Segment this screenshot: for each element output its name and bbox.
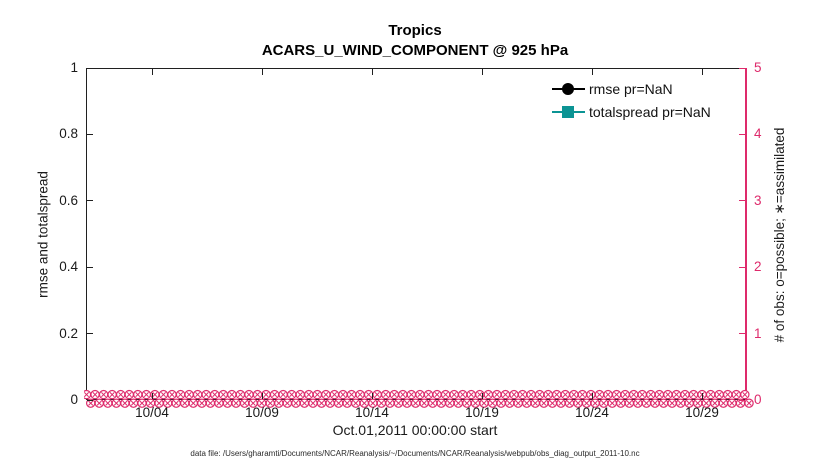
y-right-tick-label: 2 xyxy=(754,259,762,275)
obs-count-markers-band xyxy=(81,388,754,410)
legend-item-totalspread: totalspread pr=NaN xyxy=(552,100,711,123)
legend: rmse pr=NaN totalspread pr=NaN xyxy=(552,77,711,123)
x-bottom-tick-mark xyxy=(481,393,483,399)
y-left-tick-label: 0 xyxy=(70,392,78,407)
x-bottom-tick-mark xyxy=(151,393,153,399)
y-left-tick-mark xyxy=(87,67,93,69)
x-bottom-tick-mark xyxy=(371,393,373,399)
left-axis-spine xyxy=(86,68,88,400)
x-top-tick-mark xyxy=(371,69,373,75)
x-bottom-tick-mark xyxy=(591,393,593,399)
y-left-tick-mark xyxy=(87,200,93,202)
x-top-tick-mark xyxy=(701,69,703,75)
x-tick-label: 10/14 xyxy=(355,405,389,420)
y-right-tick-mark xyxy=(739,133,745,136)
y-left-tick-label: 1 xyxy=(70,60,78,75)
legend-label-rmse: rmse pr=NaN xyxy=(589,80,673,97)
top-axis-spine xyxy=(86,68,746,70)
chart-subtitle: ACARS_U_WIND_COMPONENT @ 925 hPa xyxy=(261,42,569,59)
right-axis-spine xyxy=(745,68,747,400)
y-right-tick-mark xyxy=(739,67,745,69)
y-left-tick-label: 0.6 xyxy=(59,192,78,208)
data-file-caption: data file: /Users/gharamti/Documents/NCA… xyxy=(190,449,640,458)
y-right-tick-label: 4 xyxy=(754,126,762,142)
totalspread-line-marker-icon xyxy=(552,105,585,119)
x-tick-label: 10/19 xyxy=(465,405,499,420)
y-left-tick-mark xyxy=(87,266,93,268)
chart-title: Tropics xyxy=(388,22,442,39)
y-right-tick-mark xyxy=(739,200,745,202)
x-tick-label: 10/29 xyxy=(685,405,719,420)
x-top-tick-mark xyxy=(481,69,483,75)
y-right-tick-label: 3 xyxy=(754,192,762,208)
y-right-tick-mark xyxy=(739,266,745,268)
x-tick-label: 10/09 xyxy=(245,405,279,420)
y-right-tick-mark xyxy=(739,399,745,401)
y-left-tick-mark xyxy=(87,333,93,335)
left-y-axis-label: rmse and totalspread xyxy=(35,171,51,298)
x-axis-label: Oct.01,2011 00:00:00 start xyxy=(332,422,498,438)
right-y-axis-label: # of obs: o=possible; ∗=assimilated xyxy=(772,127,787,343)
x-bottom-tick-mark xyxy=(701,393,703,399)
y-left-tick-mark xyxy=(87,399,93,401)
y-right-tick-label: 0 xyxy=(754,392,762,407)
y-right-tick-label: 1 xyxy=(754,325,762,341)
y-right-tick-label: 5 xyxy=(754,60,762,75)
y-left-tick-label: 0.4 xyxy=(59,259,78,275)
y-right-tick-mark xyxy=(739,333,745,335)
x-top-tick-mark xyxy=(261,69,263,75)
x-tick-label: 10/24 xyxy=(575,405,609,420)
y-left-tick-mark xyxy=(87,133,93,136)
y-left-tick-label: 0.8 xyxy=(59,126,78,142)
x-bottom-tick-mark xyxy=(261,393,263,399)
y-left-tick-label: 0.2 xyxy=(59,325,78,341)
x-top-tick-mark xyxy=(151,69,153,75)
legend-label-totalspread: totalspread pr=NaN xyxy=(589,103,711,120)
rmse-line-marker-icon xyxy=(552,82,585,96)
x-top-tick-mark xyxy=(591,69,593,75)
legend-item-rmse: rmse pr=NaN xyxy=(552,77,711,100)
x-tick-label: 10/04 xyxy=(135,405,169,420)
